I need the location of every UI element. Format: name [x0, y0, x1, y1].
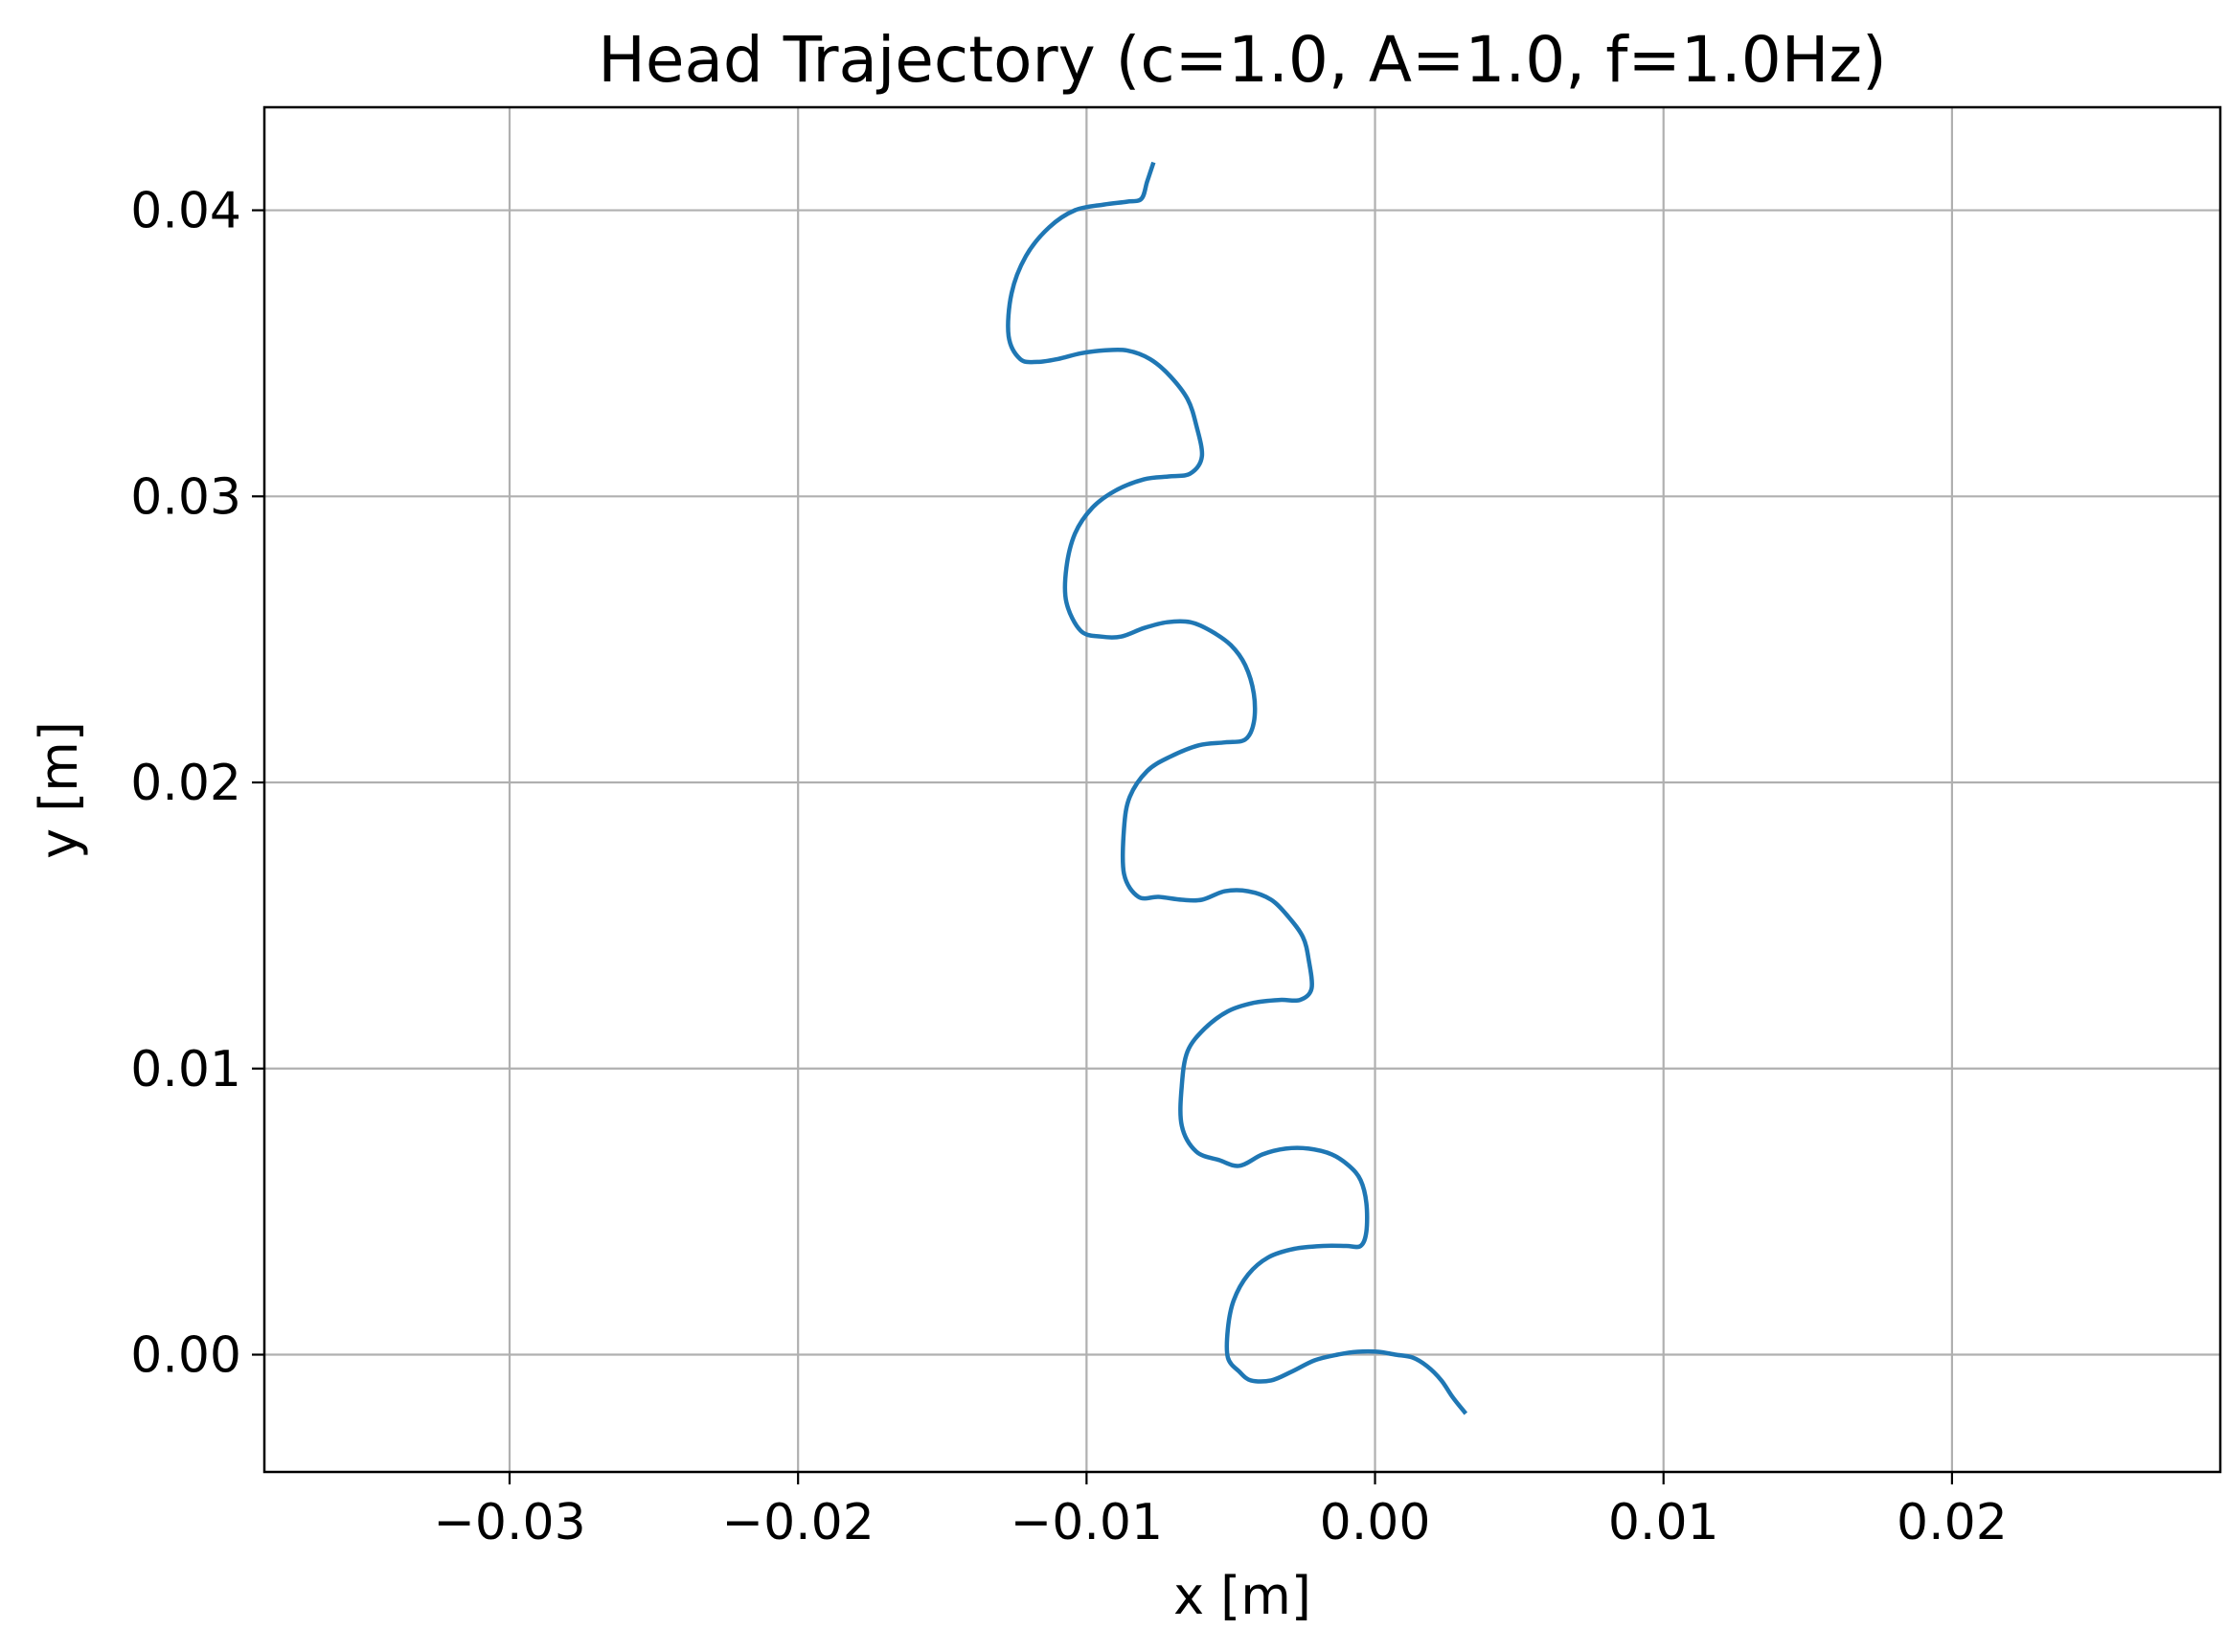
series-layer — [1006, 161, 1468, 1415]
x-tick-label: −0.03 — [433, 1494, 585, 1551]
x-axis-label: x [m] — [1173, 1566, 1311, 1626]
x-tick-label: −0.01 — [1011, 1494, 1163, 1551]
y-tick-label: 0.04 — [130, 183, 241, 240]
y-tick-label: 0.00 — [130, 1327, 241, 1385]
y-tick-label: 0.03 — [130, 468, 241, 526]
x-tick-label: 0.01 — [1608, 1494, 1719, 1551]
plot-area-frame — [262, 105, 2222, 1474]
y-tick-label: 0.01 — [130, 1041, 241, 1098]
chart-title: Head Trajectory (c=1.0, A=1.0, f=1.0Hz) — [598, 23, 1887, 97]
trajectory-line — [1006, 161, 1468, 1415]
x-tick-label: 0.00 — [1320, 1494, 1431, 1551]
x-tick-label: 0.02 — [1897, 1494, 2008, 1551]
x-tick-label: −0.02 — [722, 1494, 875, 1551]
axis-ticks: −0.03 −0.02 −0.01 0.00 0.01 0.02 0.00 0.01 0.02 0… — [130, 183, 2008, 1551]
y-axis-label: y [m] — [29, 721, 89, 859]
y-tick-label: 0.02 — [130, 755, 241, 812]
grid-lines — [264, 107, 2220, 1472]
